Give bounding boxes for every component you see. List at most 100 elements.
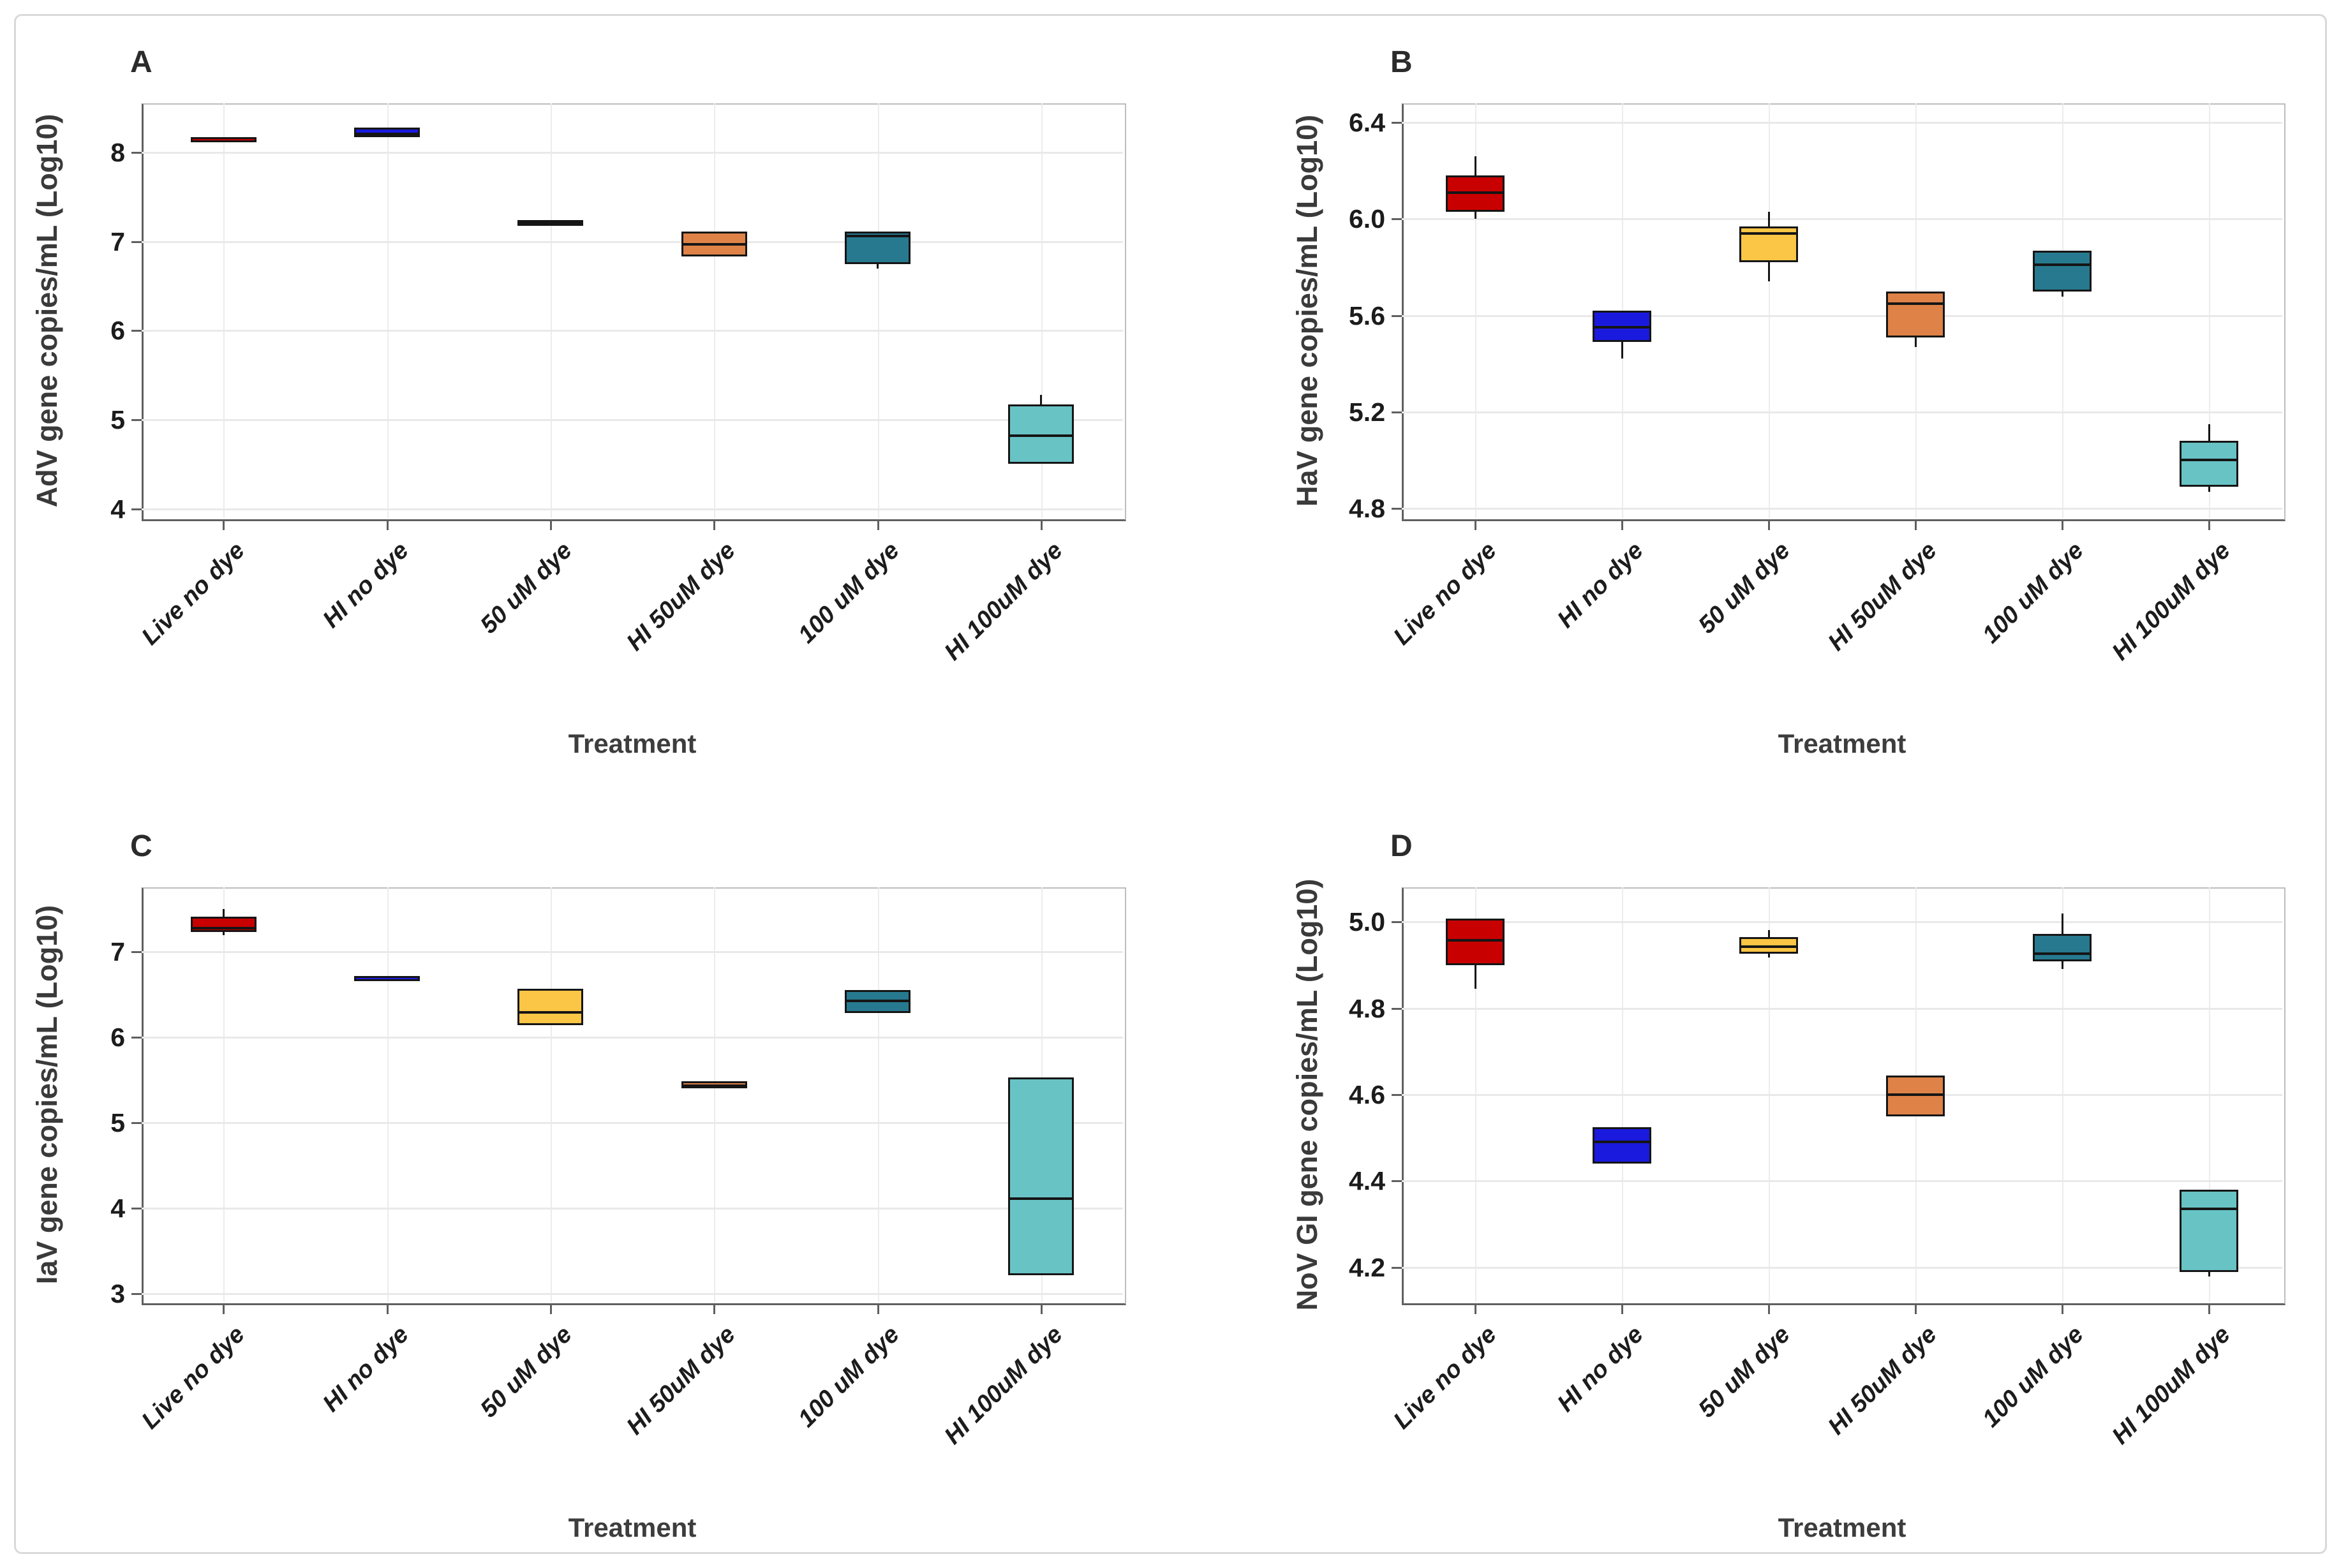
median-line [845, 1000, 910, 1002]
whisker-lower [1621, 342, 1623, 359]
y-tick-mark [1392, 122, 1402, 124]
y-tick-mark [1392, 1094, 1402, 1096]
y-tick-label: 4 [110, 1194, 125, 1223]
h-gridline [1402, 1267, 2282, 1269]
x-tick-mark [2208, 1304, 2210, 1314]
y-tick-mark [131, 241, 142, 243]
y-tick-label: 4 [110, 494, 125, 524]
y-tick-label: 7 [110, 227, 125, 256]
x-tick-mark [1915, 1304, 1917, 1314]
y-tick-mark [131, 951, 142, 953]
h-gridline [142, 419, 1123, 421]
whisker-lower [2062, 292, 2063, 297]
median-line [1446, 939, 1505, 942]
v-gridline [714, 887, 715, 1302]
box [2180, 1190, 2238, 1272]
v-gridline [878, 887, 879, 1302]
y-tick-label: 5.0 [1349, 907, 1385, 936]
x-tick-mark [2062, 1304, 2063, 1314]
x-tick-mark [877, 520, 879, 530]
y-tick-label: 6.0 [1349, 204, 1385, 233]
box [354, 976, 420, 981]
panel-letter: C [130, 829, 152, 863]
x-tick-mark [1475, 1304, 1476, 1314]
median-line [1886, 302, 1945, 305]
whisker-lower [2062, 961, 2063, 969]
box [1886, 292, 1945, 337]
median-line [2033, 952, 2092, 955]
median-line [681, 243, 747, 246]
y-tick-mark [1392, 1267, 1402, 1269]
whisker-lower [877, 264, 879, 269]
y-tick-mark [1392, 218, 1402, 220]
v-gridline [551, 887, 552, 1302]
whisker-upper [2208, 424, 2210, 441]
whisker-lower [1475, 965, 1476, 989]
panel-D: D NoV GI gene copies/mL (Log10) 5.0 4.8 4.6 4… [1171, 784, 2341, 1568]
y-tick-mark [131, 1037, 142, 1039]
box [1886, 1076, 1945, 1116]
median-line [1593, 1141, 1651, 1143]
median-line [1886, 1093, 1945, 1096]
y-tick-label: 4.2 [1349, 1253, 1385, 1282]
x-axis-title: Treatment [568, 729, 697, 758]
y-tick-label: 6 [110, 316, 125, 345]
panel-C: C IaV gene copies/mL (Log10) 7 6 5 4 3 Live no … [0, 784, 1170, 1568]
median-line [2180, 1208, 2238, 1210]
y-tick-label: 4.8 [1349, 494, 1385, 523]
h-gridline [1402, 218, 2282, 220]
y-tick-mark [131, 1208, 142, 1209]
y-tick-label: 6.4 [1349, 108, 1385, 137]
x-tick-mark [1475, 520, 1476, 530]
x-tick-mark [1621, 520, 1623, 530]
whisker-upper [2062, 913, 2063, 934]
median-line [1008, 1197, 1074, 1200]
x-tick-mark [550, 520, 552, 530]
h-gridline [142, 330, 1123, 332]
h-gridline [1402, 1008, 2282, 1010]
x-tick-mark [1621, 1304, 1623, 1314]
h-gridline [1402, 1094, 2282, 1096]
v-gridline [1041, 103, 1043, 518]
box [1593, 1127, 1651, 1164]
v-gridline [714, 103, 715, 518]
x-tick-mark [223, 1304, 225, 1314]
whisker-upper [223, 909, 225, 917]
v-gridline [551, 103, 552, 518]
box [1008, 1077, 1074, 1275]
whisker-lower [1475, 212, 1476, 219]
y-tick-mark [1392, 1180, 1402, 1182]
v-gridline [387, 887, 389, 1302]
h-gridline [1402, 315, 2282, 317]
h-gridline [142, 1293, 1123, 1295]
x-axis-title: Treatment [1778, 729, 1906, 758]
h-gridline [142, 1037, 1123, 1039]
median-line [1739, 232, 1798, 235]
median-line [1739, 945, 1798, 948]
v-gridline [2209, 103, 2210, 518]
x-axis-title: Treatment [568, 1513, 697, 1542]
whisker-upper [1768, 930, 1770, 937]
box [2180, 441, 2238, 487]
box [1008, 404, 1074, 464]
v-gridline [387, 103, 389, 518]
whisker-lower [2208, 487, 2210, 492]
h-gridline [1402, 1180, 2282, 1182]
h-gridline [142, 152, 1123, 154]
box [191, 137, 256, 142]
y-tick-mark [131, 419, 142, 421]
x-tick-mark [713, 520, 715, 530]
x-tick-mark [1768, 520, 1770, 530]
panel-B: B HaV gene copies/mL (Log10) 6.4 6.0 5.6 5.2 4… [1171, 0, 2341, 784]
x-axis-title: Treatment [1778, 1513, 1906, 1542]
v-gridline [2062, 103, 2063, 518]
whisker-lower [1768, 954, 1770, 958]
plot-area [142, 103, 1126, 521]
x-tick-mark [1041, 520, 1043, 530]
h-gridline [142, 241, 1123, 243]
median-line [354, 133, 420, 135]
whisker-lower [223, 932, 225, 935]
y-tick-label: 8 [110, 138, 125, 167]
x-tick-mark [1041, 1304, 1043, 1314]
y-axis-title: AdV gene copies/mL (Log10) [31, 114, 63, 508]
